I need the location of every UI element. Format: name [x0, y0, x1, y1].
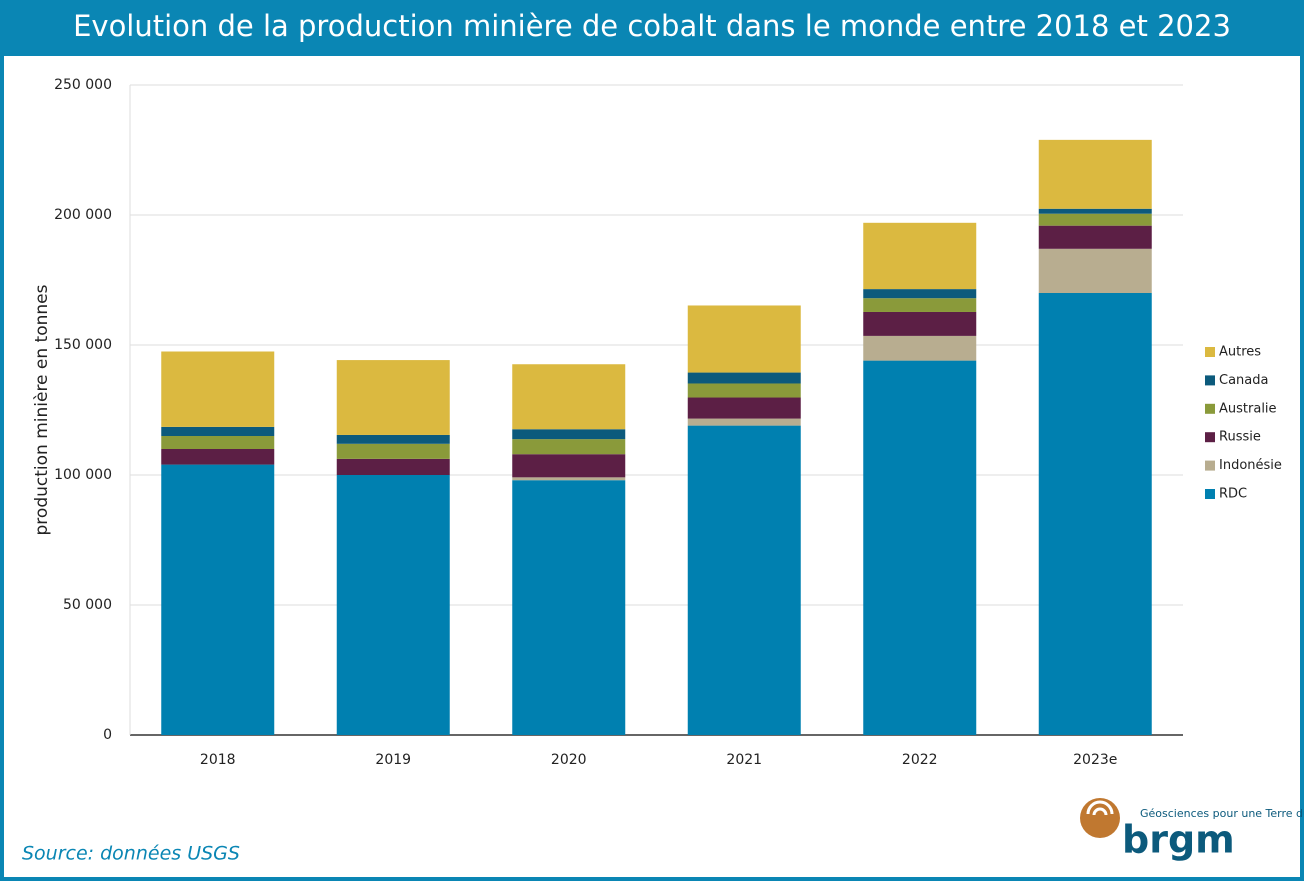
y-tick-label: 150 000 — [54, 337, 112, 353]
bar-segment — [1038, 208, 1152, 214]
y-tick-label: 200 000 — [54, 207, 112, 223]
bar-segment — [687, 418, 801, 426]
y-tick-label: 100 000 — [54, 467, 112, 483]
bar-segment — [1038, 248, 1152, 293]
x-tick-label: 2021 — [726, 752, 762, 768]
x-tick-label: 2020 — [551, 752, 587, 768]
bar-segment — [336, 443, 450, 459]
legend-swatch — [1205, 347, 1215, 357]
legend-swatch — [1205, 489, 1215, 499]
legend-label: Indonésie — [1219, 458, 1282, 473]
bar-segment — [863, 222, 977, 290]
bar-segment — [336, 360, 450, 435]
bar-segment — [687, 397, 801, 419]
source: Source: données USGS — [22, 843, 240, 865]
logo-name: brgm — [1122, 818, 1235, 862]
legend-swatch — [1205, 460, 1215, 471]
bar-segment — [336, 475, 450, 735]
bar-segment — [1038, 225, 1152, 249]
legend-label: Canada — [1219, 373, 1268, 388]
bar-segment — [336, 434, 450, 444]
chart-title: Evolution de la production minière de co… — [73, 9, 1231, 43]
legend-swatch — [1205, 432, 1215, 443]
bar-segment — [1038, 213, 1152, 226]
bar-segment — [161, 464, 275, 735]
logo: Géosciences pour une Terre durable brgm — [1080, 798, 1304, 862]
y-tick-label: 50 000 — [63, 597, 112, 613]
y-axis-label: production minière en tonnes — [32, 284, 52, 535]
x-tick-label: 2023e — [1073, 752, 1117, 768]
bar-segment — [512, 439, 626, 455]
bar-segment — [1038, 293, 1152, 735]
legend-label: RDC — [1219, 487, 1247, 502]
bar-segment — [512, 364, 626, 430]
bar-segment — [336, 458, 450, 475]
bar-segment — [1038, 139, 1152, 209]
bar-segment — [863, 311, 977, 336]
logo-tagline: Géosciences pour une Terre durable — [1140, 807, 1304, 820]
bar-segment — [161, 426, 275, 436]
logo-arc — [1092, 807, 1108, 816]
logo-mark — [1080, 798, 1120, 838]
bar-segment — [687, 383, 801, 398]
bar-segment — [512, 477, 626, 481]
bar-segment — [863, 298, 977, 312]
y-tick-label: 250 000 — [54, 77, 112, 93]
bar-segment — [863, 289, 977, 299]
legend-swatch — [1205, 403, 1215, 414]
y-tick-label: 0 — [103, 727, 112, 743]
x-tick-label: 2022 — [902, 752, 938, 768]
x-tick-label: 2019 — [375, 752, 411, 768]
bar-segment — [863, 335, 977, 361]
legend-label: Russie — [1219, 430, 1261, 445]
logo-arc — [1086, 800, 1114, 815]
legend-label: Australie — [1219, 401, 1277, 416]
bar-segment — [161, 436, 275, 449]
bar-segment — [512, 454, 626, 478]
legend-label: Autres — [1219, 345, 1261, 360]
bar-segment — [161, 351, 275, 427]
legend-swatch — [1205, 375, 1215, 386]
bar-segment — [512, 480, 626, 735]
title-bar — [0, 0, 1304, 56]
bar-segment — [161, 449, 275, 465]
bar-segment — [687, 425, 801, 735]
x-tick-label: 2018 — [200, 752, 236, 768]
bar-segment — [687, 372, 801, 384]
bar-segment — [687, 305, 801, 373]
bar-segment — [863, 360, 977, 735]
bar-segment — [512, 429, 626, 440]
